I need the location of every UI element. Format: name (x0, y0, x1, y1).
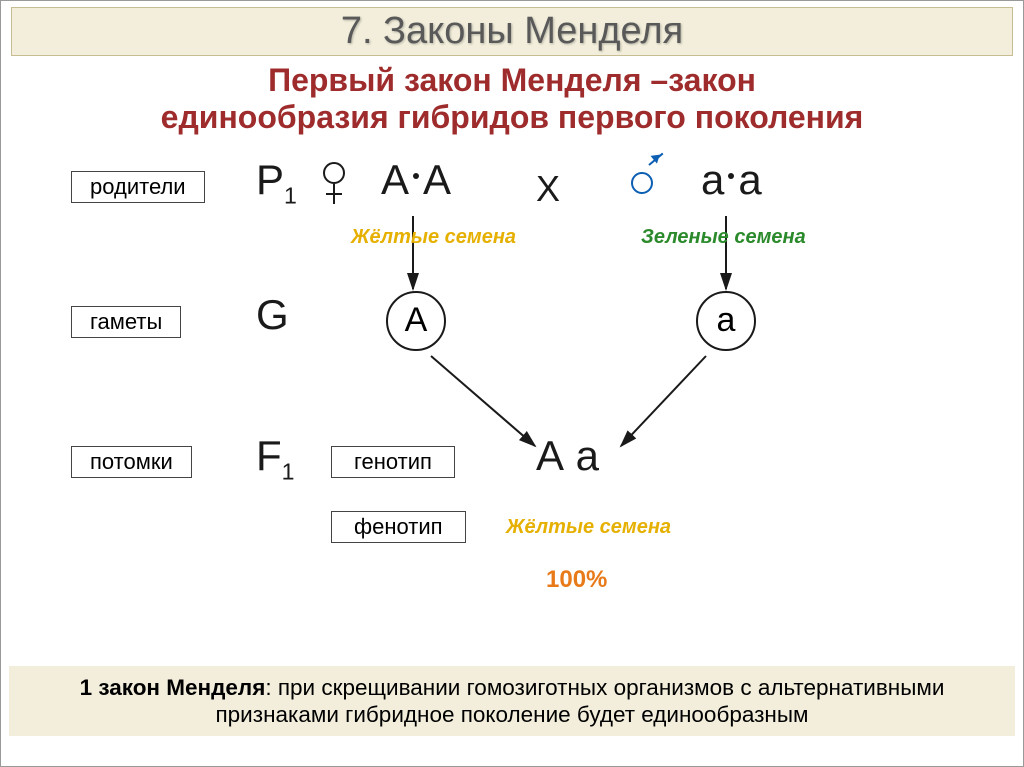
female-icon (321, 158, 351, 213)
gamete2: а (696, 291, 756, 351)
symbol-F: F1 (256, 432, 295, 485)
parent2-genotype: аа (701, 156, 762, 204)
label-parents: родители (71, 171, 205, 203)
parent1-phenotype: Жёлтые семена (351, 226, 516, 249)
symbol-G: G (256, 291, 289, 339)
subtitle-line2: единообразия гибридов первого поколения (161, 99, 864, 135)
diagram-content: родители Р1 АА Х аа Жёлтые семена Зелены… (1, 146, 1023, 666)
male-icon (631, 160, 671, 205)
arrows-overlay (1, 146, 1024, 666)
label-offspring: потомки (71, 446, 192, 478)
title-text: 7. Законы Менделя (12, 10, 1012, 53)
law-prefix: 1 закон Менделя (80, 675, 266, 700)
gamete1: А (386, 291, 446, 351)
cross-symbol: Х (536, 168, 560, 210)
subtitle: Первый закон Менделя –закон единообразия… (1, 62, 1023, 136)
title-bar: 7. Законы Менделя (11, 7, 1013, 56)
symbol-P: Р1 (256, 156, 297, 209)
label-gametes: гаметы (71, 306, 181, 338)
percent-label: 100% (546, 566, 607, 594)
parent1-genotype: АА (381, 156, 451, 204)
label-phenotype: фенотип (331, 511, 466, 543)
label-genotype: генотип (331, 446, 455, 478)
subtitle-line1: Первый закон Менделя –закон (268, 62, 756, 98)
slide: 7. Законы Менделя Первый закон Менделя –… (0, 0, 1024, 767)
offspring-phenotype: Жёлтые семена (506, 516, 671, 539)
offspring-genotype: А а (536, 432, 599, 480)
parent2-phenotype: Зеленые семена (641, 226, 806, 249)
law-body: : при скрещивании гомозиготных организмо… (215, 675, 944, 727)
law-definition: 1 закон Менделя: при скрещивании гомозиг… (9, 666, 1015, 736)
